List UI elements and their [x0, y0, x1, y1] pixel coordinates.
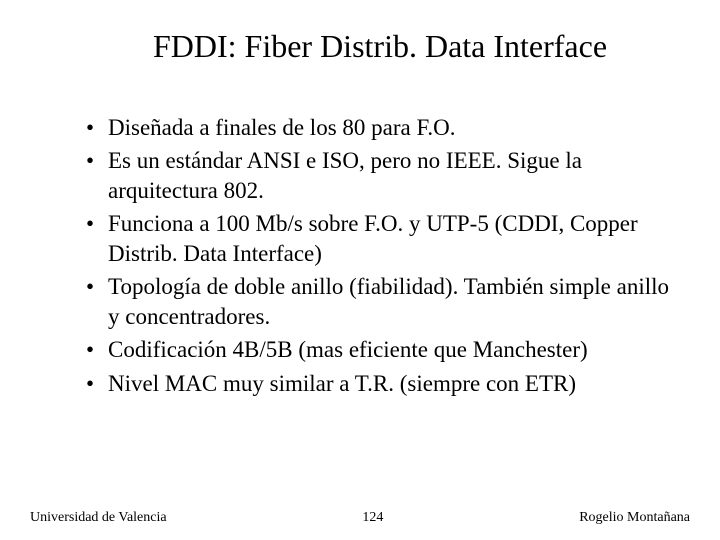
footer-left: Universidad de Valencia: [30, 510, 167, 526]
footer-author: Rogelio Montañana: [579, 510, 690, 526]
footer-page-number: 124: [167, 510, 580, 526]
bullet-list: Diseñada a finales de los 80 para F.O. E…: [50, 113, 670, 398]
bullet-item: Nivel MAC muy similar a T.R. (siempre co…: [86, 369, 670, 398]
bullet-item: Codificación 4B/5B (mas eficiente que Ma…: [86, 335, 670, 364]
bullet-item: Diseñada a finales de los 80 para F.O.: [86, 113, 670, 142]
bullet-item: Funciona a 100 Mb/s sobre F.O. y UTP-5 (…: [86, 209, 670, 268]
bullet-item: Es un estándar ANSI e ISO, pero no IEEE.…: [86, 146, 670, 205]
bullet-item: Topología de doble anillo (fiabilidad). …: [86, 272, 670, 331]
slide-container: FDDI: Fiber Distrib. Data Interface Dise…: [0, 0, 720, 540]
slide-footer: Universidad de Valencia 124 Rogelio Mont…: [0, 510, 720, 526]
slide-title: FDDI: Fiber Distrib. Data Interface: [90, 28, 670, 65]
